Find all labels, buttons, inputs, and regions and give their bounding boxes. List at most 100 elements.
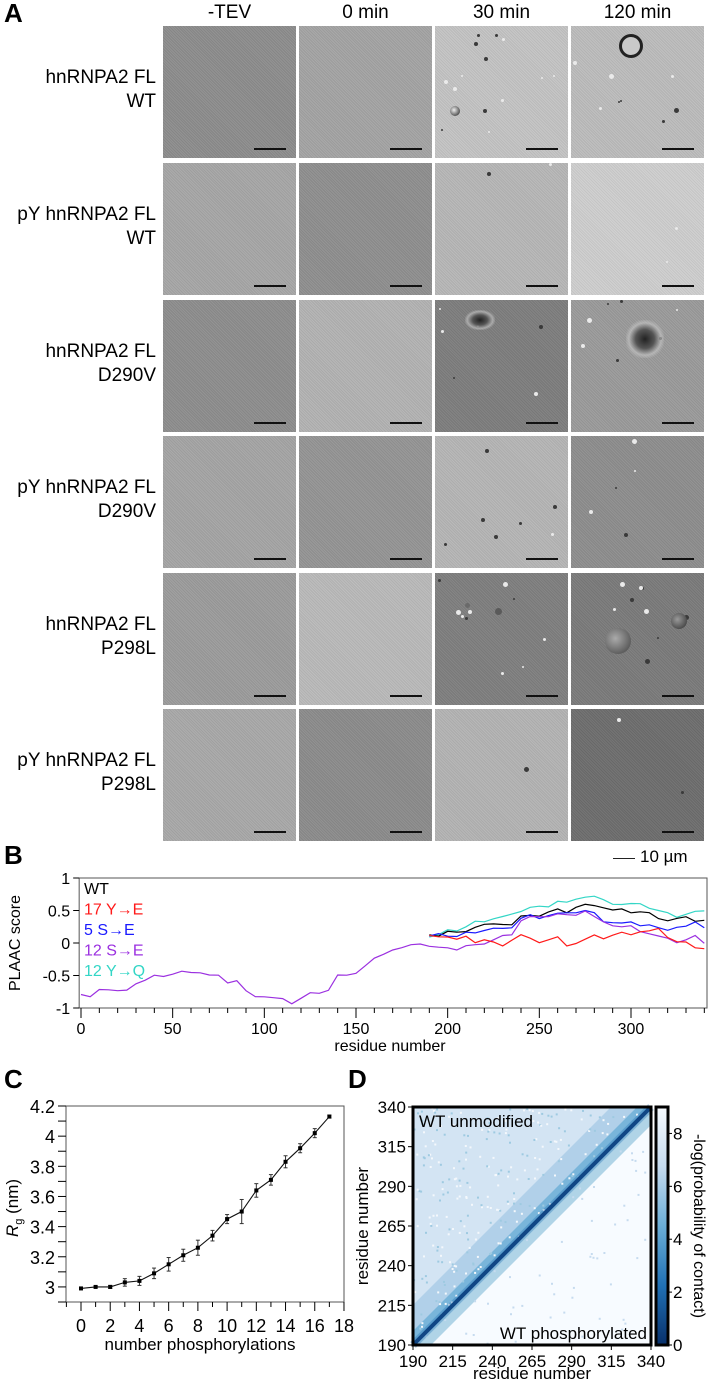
heatmap-cell: [440, 1254, 442, 1257]
heatmap-cell: [589, 1255, 592, 1258]
droplet: [644, 609, 649, 614]
heatmap-cell: [455, 1269, 458, 1272]
heatmap-cell: [602, 1119, 605, 1122]
heatmap-cell: [432, 1109, 435, 1112]
y-tick-label: 240: [378, 1257, 406, 1276]
heatmap-cell: [534, 1157, 537, 1159]
heatmap-cell: [464, 1145, 467, 1147]
heatmap-cell: [504, 1221, 507, 1224]
heatmap-cell: [416, 1225, 419, 1228]
droplet: [624, 533, 628, 537]
heatmap-cell: [463, 1134, 466, 1137]
heatmap-cell: [642, 1150, 645, 1153]
heatmap-cell: [542, 1173, 545, 1176]
heatmap-cell: [420, 1313, 423, 1316]
droplet: [615, 487, 617, 489]
heatmap-cell: [526, 1108, 529, 1110]
heatmap-cell: [474, 1271, 477, 1274]
scale-bar: [390, 148, 422, 150]
heatmap-cell: [513, 1198, 516, 1200]
row-label-variant: D290V: [97, 365, 156, 386]
row-label-variant: WT: [126, 91, 156, 112]
heatmap-cell: [415, 1198, 418, 1201]
heatmap-cell: [472, 1262, 475, 1265]
heatmap-cell: [513, 1202, 515, 1205]
heatmap-cell: [458, 1179, 461, 1182]
heatmap-cell: [444, 1319, 447, 1322]
data-point: [181, 1253, 186, 1258]
droplet: [488, 131, 490, 133]
heatmap-cell: [471, 1203, 473, 1206]
heatmap-cell: [459, 1184, 462, 1187]
legend-entry: 17 Y→E: [84, 902, 143, 919]
heatmap-cell: [439, 1303, 442, 1306]
heatmap-cell: [528, 1204, 531, 1207]
x-tick-label: 12: [246, 1316, 266, 1336]
heatmap-cell: [434, 1143, 437, 1146]
x-tick-label: 50: [164, 1021, 182, 1038]
droplet: [477, 34, 480, 37]
heatmap-cell: [509, 1108, 512, 1111]
heatmap-cell: [465, 1332, 468, 1335]
scale-bar: [526, 285, 558, 287]
heatmap-cell: [416, 1188, 419, 1191]
droplet: [541, 77, 543, 79]
heatmap-cell: [570, 1109, 573, 1112]
row-label-protein: hnRNPA2 FL: [45, 67, 156, 88]
x-tick-label: 18: [334, 1316, 354, 1336]
droplet: [519, 522, 522, 525]
heatmap-cell: [467, 1134, 469, 1137]
droplet: [453, 377, 455, 379]
droplet: [645, 659, 650, 664]
micrograph-image: [299, 300, 432, 432]
colorbar-tick-label: 6: [673, 1177, 682, 1196]
heatmap-cell: [582, 1109, 584, 1112]
heatmap-cell: [423, 1255, 425, 1258]
heatmap-cell: [563, 1311, 566, 1314]
micrograph-image: [571, 709, 704, 841]
heatmap-cell: [563, 1130, 566, 1133]
y-tick-label: 4.2: [30, 1097, 55, 1117]
data-point: [195, 1245, 200, 1250]
heatmap-cell: [571, 1296, 574, 1299]
heatmap-cell: [425, 1335, 428, 1338]
heatmap-cell: [438, 1301, 441, 1304]
heatmap-cell: [598, 1116, 601, 1119]
heatmap-cell: [486, 1117, 489, 1120]
micrograph-image: [435, 163, 568, 295]
heatmap-cell: [425, 1281, 428, 1284]
condensate-droplet: [671, 613, 687, 629]
heatmap-cell: [541, 1145, 544, 1148]
droplet: [444, 80, 448, 84]
heatmap-cell: [537, 1121, 540, 1124]
droplet: [630, 598, 634, 602]
heatmap-cell: [538, 1274, 541, 1277]
heatmap-cell: [421, 1122, 424, 1125]
heatmap-cell: [439, 1199, 441, 1202]
heatmap-cell: [481, 1128, 484, 1131]
droplet: [468, 610, 472, 614]
y-tick-label: 3.4: [30, 1218, 55, 1238]
x-tick-label: 250: [526, 1021, 553, 1038]
panel-letter-b: B: [4, 840, 23, 870]
heatmap-cell: [414, 1291, 417, 1294]
x-tick-label: 14: [276, 1316, 296, 1336]
heatmap-cell: [472, 1334, 475, 1336]
heatmap-cell: [420, 1190, 423, 1193]
micrograph-image: [163, 163, 296, 295]
data-point: [327, 1114, 332, 1119]
heatmap-cell: [436, 1129, 438, 1132]
heatmap-cell: [448, 1228, 451, 1231]
droplet: [617, 718, 621, 722]
data-point: [298, 1146, 303, 1151]
heatmap-cell: [637, 1193, 640, 1196]
droplet: [461, 615, 464, 618]
heatmap-cell: [579, 1187, 582, 1190]
scale-bar-legend-line: [613, 858, 635, 859]
diagonal: [411, 1105, 653, 1347]
scale-bar: [254, 422, 286, 424]
y-axis-label: residue number: [353, 1167, 372, 1285]
heatmap-cell: [510, 1313, 512, 1316]
heatmap-cell: [448, 1115, 451, 1118]
